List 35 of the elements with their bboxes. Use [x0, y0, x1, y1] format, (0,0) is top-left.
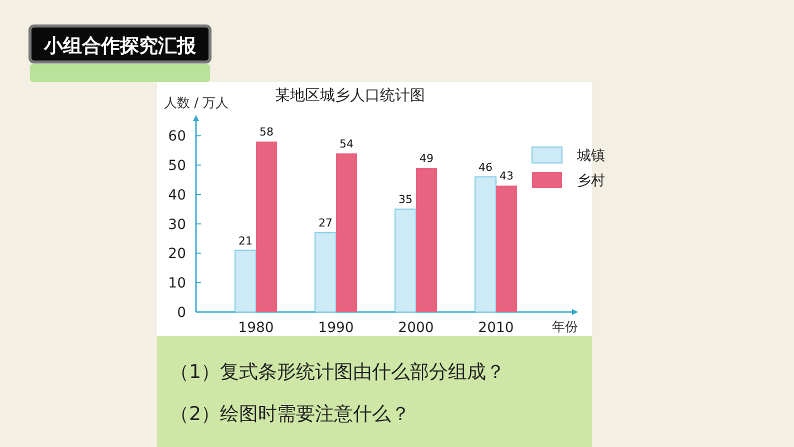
data-label: 27	[318, 216, 332, 230]
data-label: 58	[260, 126, 274, 139]
y-tick-label: 10	[168, 276, 186, 292]
x-tick-label: 2010	[478, 320, 514, 336]
x-tick-label: 1980	[238, 320, 274, 336]
data-label: 35	[398, 193, 412, 206]
bar	[234, 250, 256, 312]
y-tick-label: 60	[168, 128, 186, 145]
bar	[314, 232, 336, 312]
data-label: 54	[340, 137, 354, 150]
y-tick-label: 20	[168, 246, 186, 262]
y-tick-label: 30	[168, 216, 186, 233]
bar	[474, 176, 496, 312]
legend-label: 乡村	[577, 173, 605, 189]
data-label: 46	[478, 160, 492, 174]
y-tick-label: 50	[168, 158, 186, 174]
y-tick-label: 0	[177, 305, 186, 321]
bar	[336, 153, 357, 312]
x-axis-title: 年份	[552, 320, 578, 335]
bar	[496, 186, 517, 312]
bar	[394, 208, 416, 312]
y-tick-label: 40	[168, 187, 186, 204]
text: 小组合作探究汇报	[43, 35, 197, 57]
x-tick-label: 2000	[398, 320, 434, 336]
bar	[416, 168, 437, 312]
data-label: 49	[420, 152, 434, 166]
data-label: 43	[500, 170, 514, 183]
y-axis-title: 人数 / 万人	[164, 96, 229, 111]
text: （1）复式条形统计图由什么部分组成？	[170, 361, 506, 383]
legend-label: 城镇	[576, 148, 605, 164]
data-label: 21	[238, 234, 252, 248]
text: （2）绘图时需要注意什么？	[170, 403, 410, 425]
x-tick-label: 1990	[318, 320, 354, 336]
chart-title: 某地区城乡人口统计图	[275, 86, 425, 104]
bar	[256, 142, 277, 312]
